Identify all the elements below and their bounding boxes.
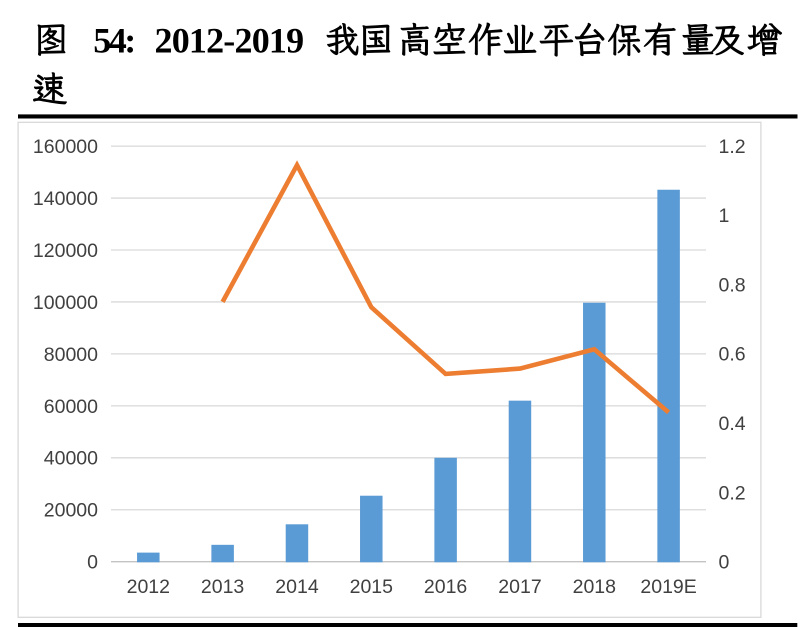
svg-text:160000: 160000 bbox=[33, 136, 98, 158]
svg-text:2016: 2016 bbox=[424, 576, 467, 598]
svg-text:54:: 54: bbox=[93, 21, 134, 61]
svg-text:0.6: 0.6 bbox=[719, 344, 746, 366]
svg-text:120000: 120000 bbox=[33, 240, 98, 262]
svg-text:2012: 2012 bbox=[127, 576, 170, 598]
svg-text:1: 1 bbox=[719, 205, 730, 227]
svg-text:1.2: 1.2 bbox=[719, 136, 746, 158]
svg-text:2018: 2018 bbox=[573, 576, 616, 598]
svg-text:0.4: 0.4 bbox=[719, 413, 746, 435]
svg-text:140000: 140000 bbox=[33, 188, 98, 210]
svg-text:100000: 100000 bbox=[33, 292, 98, 314]
svg-text:2012-2019: 2012-2019 bbox=[155, 21, 304, 61]
svg-text:2014: 2014 bbox=[275, 576, 319, 598]
svg-text:20000: 20000 bbox=[44, 500, 98, 522]
svg-text:0: 0 bbox=[719, 552, 730, 574]
svg-text:60000: 60000 bbox=[44, 396, 98, 418]
svg-text:2013: 2013 bbox=[201, 576, 244, 598]
svg-text:40000: 40000 bbox=[44, 448, 98, 470]
svg-text:0: 0 bbox=[87, 552, 98, 574]
svg-text:2019E: 2019E bbox=[640, 576, 696, 598]
svg-text:0.8: 0.8 bbox=[719, 274, 746, 296]
svg-text:2015: 2015 bbox=[350, 576, 394, 598]
svg-text:80000: 80000 bbox=[44, 344, 98, 366]
svg-text:2017: 2017 bbox=[498, 576, 541, 598]
svg-text:0.2: 0.2 bbox=[719, 482, 746, 504]
